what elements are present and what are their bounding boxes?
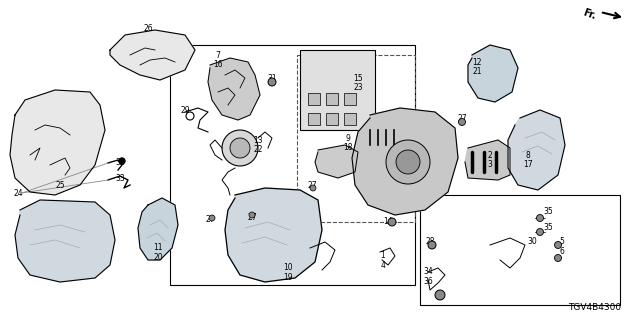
Polygon shape [110, 30, 195, 80]
Text: 32: 32 [115, 157, 125, 166]
Text: 28: 28 [425, 237, 435, 246]
Polygon shape [15, 200, 115, 282]
Circle shape [119, 158, 125, 164]
Circle shape [268, 78, 276, 86]
Text: 2: 2 [488, 150, 492, 159]
Text: 34: 34 [423, 268, 433, 276]
Text: 3: 3 [488, 159, 492, 169]
Circle shape [458, 118, 465, 125]
Text: 8: 8 [525, 150, 531, 159]
Bar [344, 93, 356, 105]
Polygon shape [315, 145, 358, 178]
Circle shape [230, 138, 250, 158]
Text: 10: 10 [283, 263, 293, 273]
Circle shape [386, 140, 430, 184]
Text: 35: 35 [543, 207, 553, 217]
Text: 14: 14 [383, 218, 393, 227]
Text: 12: 12 [472, 58, 482, 67]
Circle shape [310, 185, 316, 191]
Text: 25: 25 [55, 180, 65, 189]
Bar [308, 113, 320, 125]
Text: 35: 35 [543, 222, 553, 231]
Text: 9: 9 [346, 133, 351, 142]
Text: 23: 23 [353, 83, 363, 92]
Polygon shape [508, 110, 565, 190]
Text: 21: 21 [472, 67, 482, 76]
Text: 36: 36 [423, 276, 433, 285]
Text: 15: 15 [353, 74, 363, 83]
Circle shape [536, 228, 543, 236]
Text: 20: 20 [153, 252, 163, 261]
Circle shape [554, 254, 561, 261]
Polygon shape [225, 188, 322, 282]
Circle shape [388, 218, 396, 226]
Polygon shape [352, 108, 458, 215]
Polygon shape [10, 90, 105, 195]
Polygon shape [208, 58, 260, 120]
Bar [297, 55, 415, 222]
Text: 27: 27 [247, 213, 257, 222]
Text: 19: 19 [283, 273, 293, 282]
Circle shape [428, 241, 436, 249]
Text: 27: 27 [307, 180, 317, 189]
Text: 1: 1 [381, 252, 385, 260]
Text: 26: 26 [143, 23, 153, 33]
Text: 24: 24 [13, 188, 23, 197]
Polygon shape [465, 140, 510, 180]
Polygon shape [468, 45, 518, 102]
Circle shape [554, 242, 561, 249]
Circle shape [222, 130, 258, 166]
Bar [344, 113, 356, 125]
Polygon shape [138, 198, 178, 260]
Bar [420, 195, 620, 305]
Text: 27: 27 [457, 114, 467, 123]
Circle shape [536, 214, 543, 221]
Text: 29: 29 [180, 106, 190, 115]
Text: 7: 7 [216, 51, 220, 60]
Bar [308, 93, 320, 105]
Text: 5: 5 [559, 237, 564, 246]
Bar [300, 50, 375, 130]
Text: 17: 17 [523, 159, 533, 169]
Text: 6: 6 [559, 246, 564, 255]
Text: 33: 33 [115, 173, 125, 182]
Circle shape [249, 212, 255, 218]
Bar [326, 113, 338, 125]
Text: 13: 13 [253, 135, 263, 145]
Text: 31: 31 [267, 74, 277, 83]
Circle shape [396, 150, 420, 174]
Text: 22: 22 [253, 145, 263, 154]
Text: 16: 16 [213, 60, 223, 68]
Text: 30: 30 [527, 237, 537, 246]
Text: 11: 11 [153, 244, 163, 252]
Text: 18: 18 [343, 142, 353, 151]
Text: Fr.: Fr. [581, 7, 597, 21]
Circle shape [435, 290, 445, 300]
Text: 4: 4 [381, 260, 385, 269]
Circle shape [209, 215, 215, 221]
Bar [326, 93, 338, 105]
Text: 27: 27 [205, 215, 215, 225]
Text: TGV4B4300: TGV4B4300 [568, 303, 621, 312]
